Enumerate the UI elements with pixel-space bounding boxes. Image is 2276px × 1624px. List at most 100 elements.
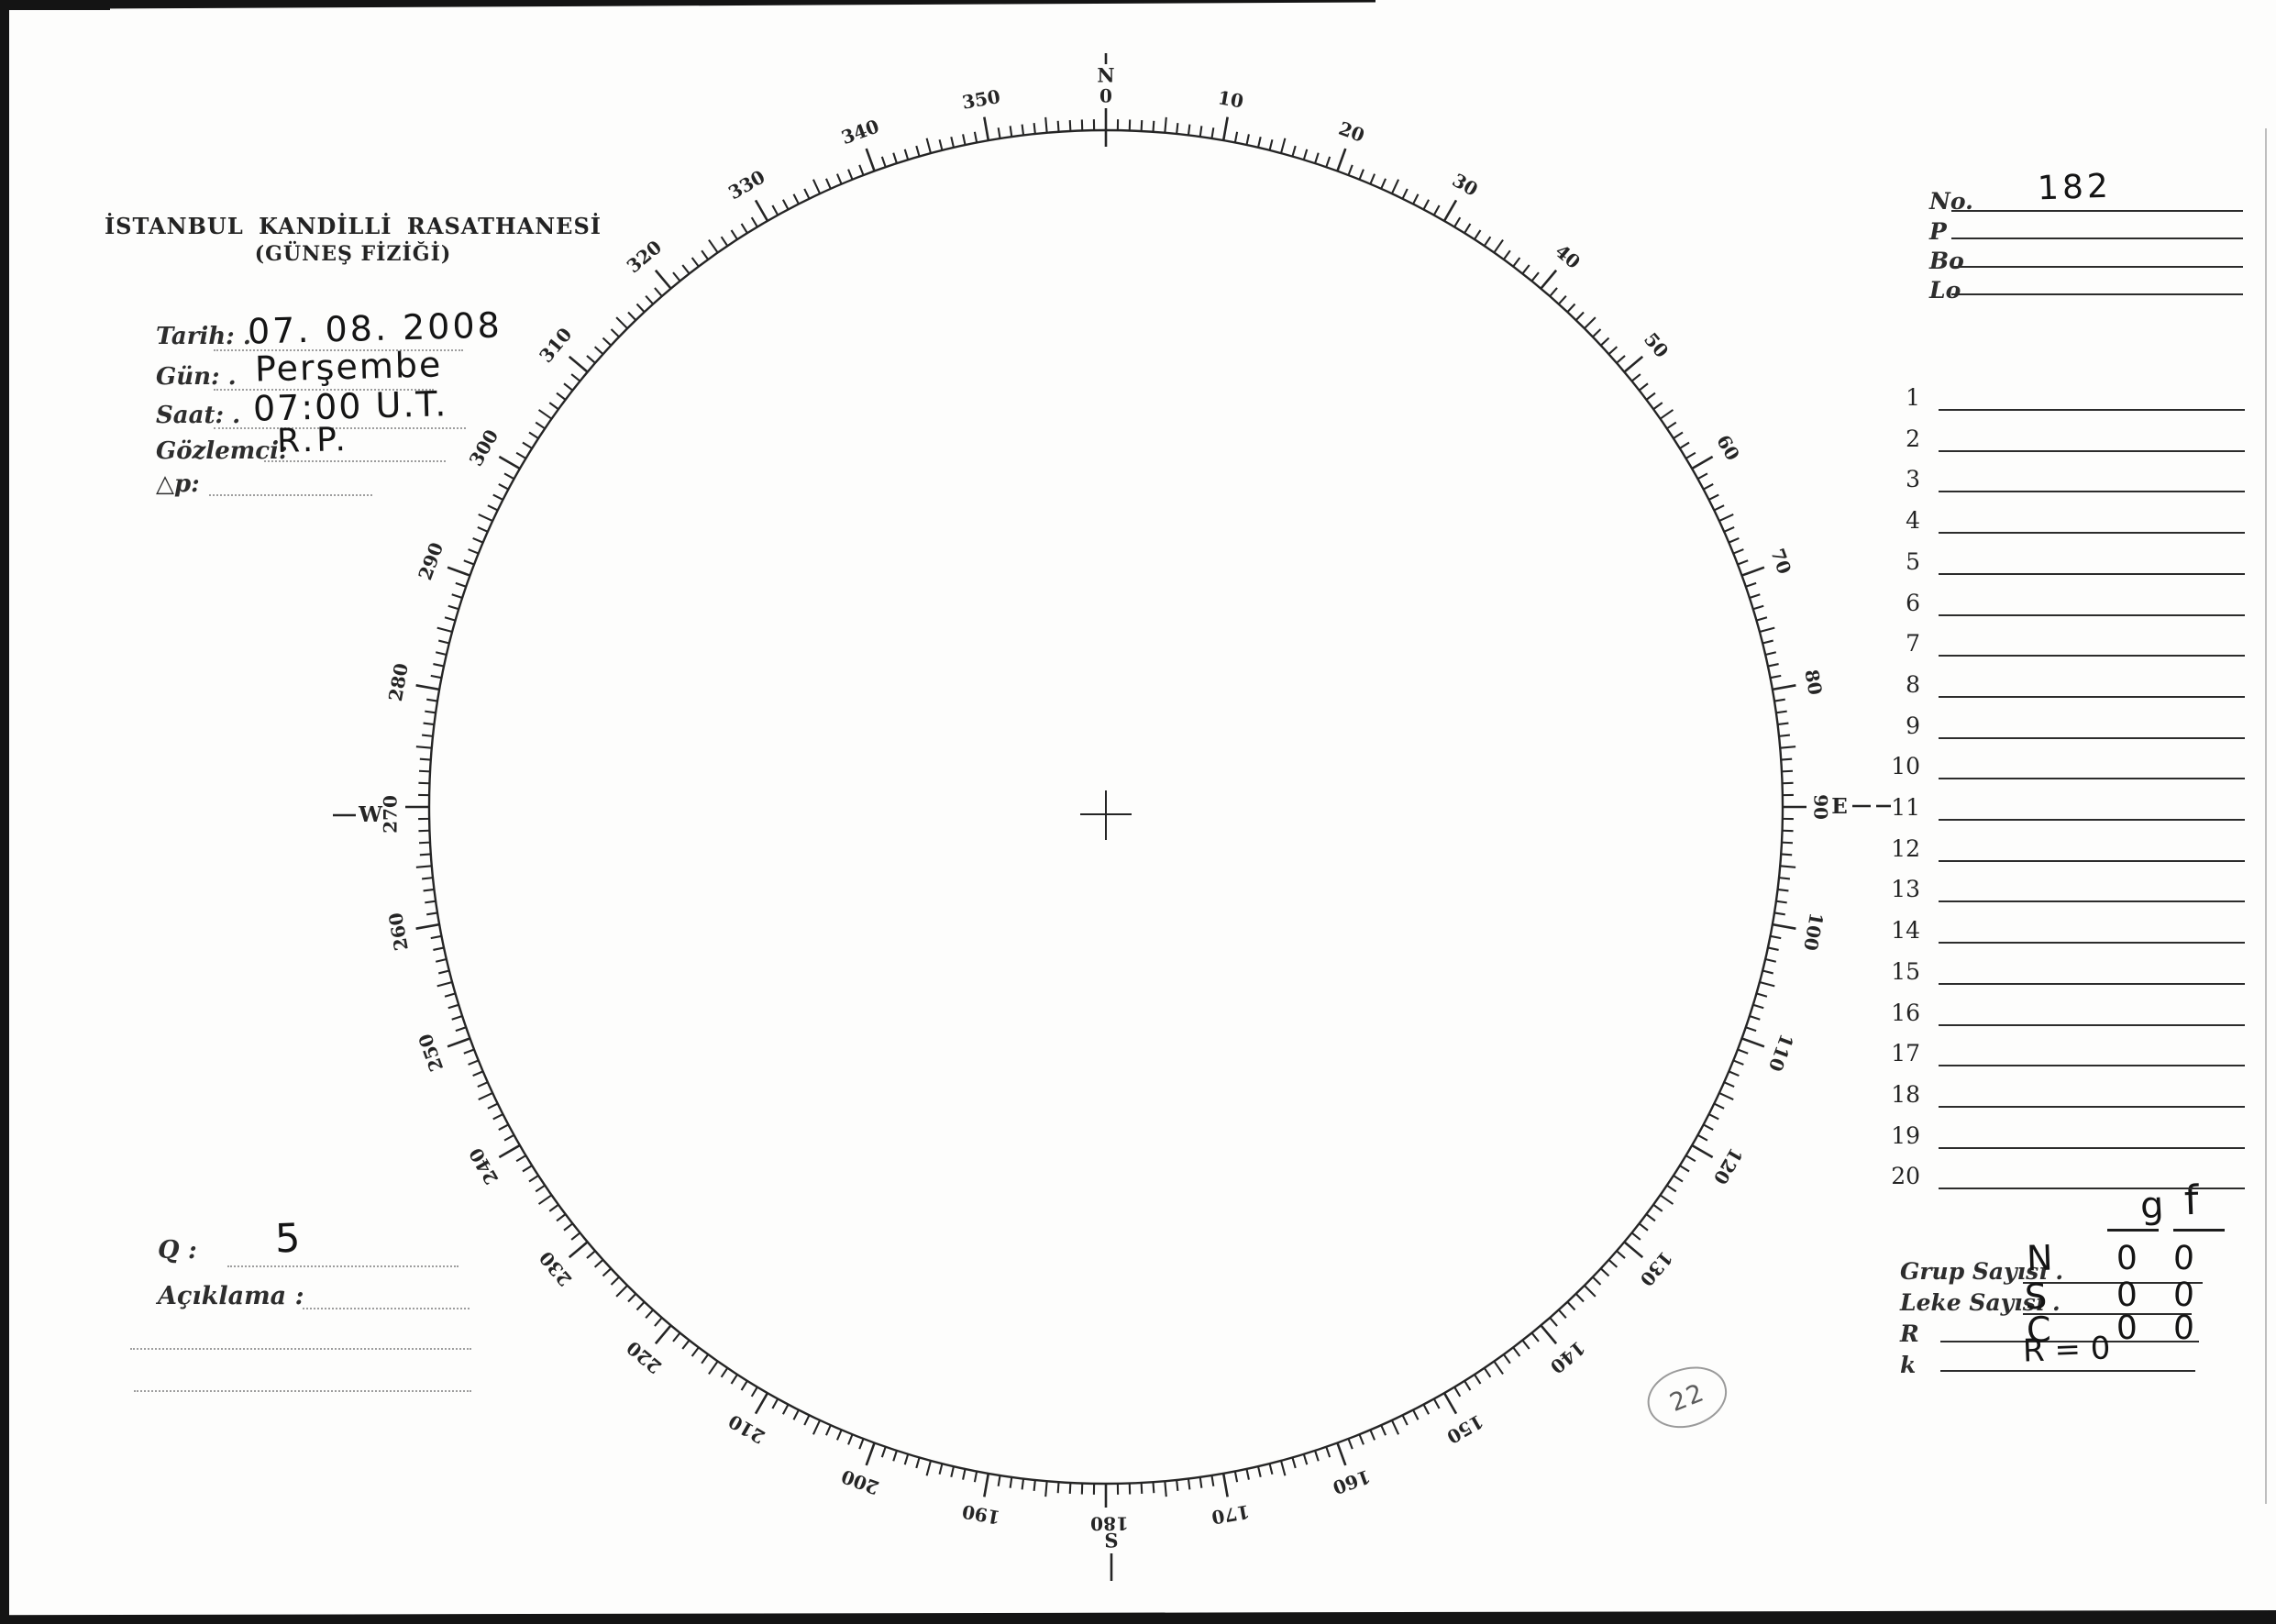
degree-tick-121 <box>1685 1154 1696 1163</box>
degree-tick-304 <box>535 421 546 430</box>
degree-tick-99 <box>1773 911 1785 916</box>
top-field-line-bo <box>1951 266 2243 268</box>
degree-tick-281 <box>430 674 442 679</box>
degree-tick-132 <box>1608 1259 1619 1268</box>
degree-tick-315 <box>615 316 628 329</box>
field-line-gozlemci <box>264 460 446 462</box>
degree-tick-62 <box>1703 482 1714 491</box>
observatory-title: İSTANBUL KANDİLLİ RASATHANESİ <box>104 213 602 239</box>
degree-tick-209 <box>771 1398 779 1409</box>
degree-label-60: 60 <box>1712 431 1744 464</box>
degree-tick-175 <box>1164 1481 1167 1497</box>
degree-tick-274 <box>419 757 431 761</box>
east-label: E <box>1831 794 1848 819</box>
degree-label-310: 310 <box>535 324 576 367</box>
degree-tick-36 <box>1502 249 1511 260</box>
degree-tick-319 <box>654 287 663 297</box>
degree-tick-287 <box>447 604 459 611</box>
degree-tick-238 <box>522 1165 533 1173</box>
degree-tick-228 <box>593 1259 604 1268</box>
degree-tick-118 <box>1703 1123 1714 1132</box>
entry-row-number-18: 18 <box>1891 1080 1920 1108</box>
field-value-tarih: 07. 08. 2008 <box>247 304 503 352</box>
degree-tick-74 <box>1756 616 1768 622</box>
degree-tick-28 <box>1422 199 1431 210</box>
degree-tick-82 <box>1775 710 1787 714</box>
entry-row-line-18 <box>1939 1105 2245 1108</box>
entry-row-number-12: 12 <box>1891 834 1920 862</box>
summary-g-r: 0 <box>2116 1309 2138 1348</box>
degree-label-250: 250 <box>414 1031 447 1074</box>
degree-tick-299 <box>503 472 515 481</box>
entry-row-line-5 <box>1939 572 2245 575</box>
degree-tick-44 <box>1574 311 1585 321</box>
degree-tick-54 <box>1652 402 1663 411</box>
degree-tick-192 <box>962 1468 967 1480</box>
degree-tick-232 <box>563 1222 574 1232</box>
entry-row-number-15: 15 <box>1891 957 1920 985</box>
degree-tick-199 <box>880 1446 887 1458</box>
degree-tick-231 <box>570 1232 581 1241</box>
degree-tick-328 <box>740 223 748 234</box>
degree-tick-73 <box>1752 604 1764 611</box>
field-label-gun: Gün: . <box>156 363 237 391</box>
degree-tick-13 <box>1256 136 1262 149</box>
degree-tick-168 <box>1245 1468 1250 1480</box>
degree-tick-337 <box>835 173 843 185</box>
degree-label-210: 210 <box>724 1410 768 1449</box>
degree-tick-302 <box>522 441 533 449</box>
entry-row-number-5: 5 <box>1906 547 1920 575</box>
degree-label-200: 200 <box>838 1465 881 1499</box>
degree-tick-239 <box>515 1154 526 1163</box>
degree-tick-25 <box>1390 179 1400 194</box>
degree-tick-63 <box>1708 493 1719 501</box>
degree-tick-237 <box>528 1175 539 1183</box>
degree-tick-320 <box>654 269 672 290</box>
degree-tick-52 <box>1638 382 1649 392</box>
degree-label-120: 120 <box>1709 1144 1748 1188</box>
degree-tick-113 <box>1728 1070 1740 1077</box>
degree-tick-327 <box>730 229 738 240</box>
field-label-tarih: Tarih: . <box>156 323 251 350</box>
degree-tick-200 <box>865 1442 876 1466</box>
entry-row-number-14: 14 <box>1891 917 1920 945</box>
degree-tick-14 <box>1268 139 1274 151</box>
entry-row-number-16: 16 <box>1891 999 1920 1026</box>
entry-row-number-1: 1 <box>1906 384 1920 411</box>
degree-tick-340 <box>865 148 876 171</box>
degree-tick-30 <box>1442 199 1458 222</box>
degree-tick-20 <box>1336 148 1347 171</box>
entry-row-number-4: 4 <box>1906 507 1920 535</box>
degree-tick-158 <box>1358 1433 1364 1445</box>
degree-tick-24 <box>1380 178 1387 190</box>
degree-tick-18 <box>1314 152 1320 164</box>
degree-tick-103 <box>1764 957 1777 963</box>
degree-tick-58 <box>1679 441 1690 449</box>
degree-tick-250 <box>447 1037 470 1048</box>
degree-label-340: 340 <box>838 115 881 149</box>
field-value-gun: Perşembe <box>254 344 443 390</box>
degree-tick-49 <box>1616 355 1626 364</box>
degree-tick-75 <box>1759 626 1775 634</box>
top-field-label-lo: Lo <box>1929 277 1961 304</box>
q-value: 5 <box>274 1215 302 1263</box>
degree-tick-201 <box>858 1438 865 1450</box>
degree-tick-256 <box>438 969 450 975</box>
degree-tick-48 <box>1608 346 1619 355</box>
degree-tick-184 <box>1056 1482 1060 1494</box>
degree-tick-170 <box>1221 1473 1229 1497</box>
entry-row-line-19 <box>1939 1146 2245 1149</box>
degree-tick-126 <box>1652 1203 1663 1212</box>
degree-tick-318 <box>645 294 654 305</box>
degree-tick-124 <box>1666 1184 1677 1193</box>
degree-tick-314 <box>610 328 620 338</box>
degree-tick-222 <box>645 1309 654 1320</box>
degree-tick-345 <box>925 138 933 154</box>
degree-tick-185 <box>1044 1481 1048 1497</box>
degree-tick-323 <box>691 257 700 268</box>
degree-tick-43 <box>1566 303 1576 313</box>
entry-row-line-2 <box>1939 449 2245 452</box>
entry-row-line-11 <box>1939 819 2245 821</box>
degree-tick-117 <box>1708 1113 1719 1121</box>
degree-tick-300 <box>498 455 521 470</box>
